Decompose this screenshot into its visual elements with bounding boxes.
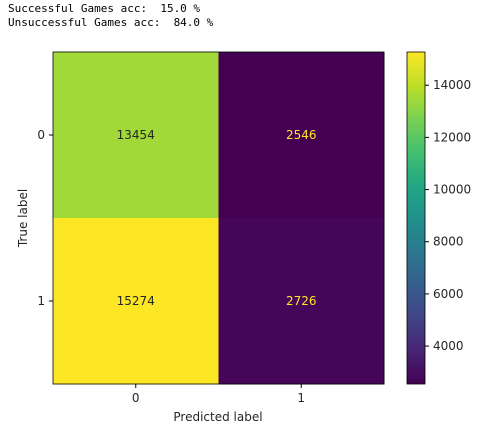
matrix-cell-0-0: [53, 52, 219, 219]
x-tick-label-0: 0: [132, 391, 140, 405]
cell-value-label-0-0: 13454: [117, 128, 155, 142]
cell-value-label-0-1: 2546: [286, 128, 317, 142]
y-tick-label-0: 0: [37, 128, 45, 142]
colorbar-tick-label-12000: 12000: [433, 130, 471, 144]
colorbar-tick-label-14000: 14000: [433, 78, 471, 92]
matrix-cell-0-1: [218, 52, 385, 219]
axes-frame: [52, 51, 385, 385]
output-line-unsuccessful: Unsuccessful Games acc: 84.0 %: [8, 16, 214, 29]
y-tick-label-1: 1: [37, 294, 45, 308]
cell-value-label-1-1: 2726: [286, 294, 317, 308]
matrix-cell-1-1: [218, 218, 385, 385]
x-tick-label-1: 1: [297, 391, 305, 405]
colorbar-tick-label-4000: 4000: [433, 339, 464, 353]
cell-value-label-1-0: 15274: [117, 294, 155, 308]
x-axis-label: Predicted label: [173, 410, 262, 424]
matrix-cell-1-0: [53, 218, 219, 385]
colorbar-gradient: [406, 51, 426, 385]
colorbar-tick-label-6000: 6000: [433, 287, 464, 301]
output-line-successful: Successful Games acc: 15.0 %: [8, 2, 201, 15]
colorbar-tick-label-10000: 10000: [433, 183, 471, 197]
y-axis-label: True label: [16, 189, 30, 248]
colorbar-tick-label-8000: 8000: [433, 235, 464, 249]
